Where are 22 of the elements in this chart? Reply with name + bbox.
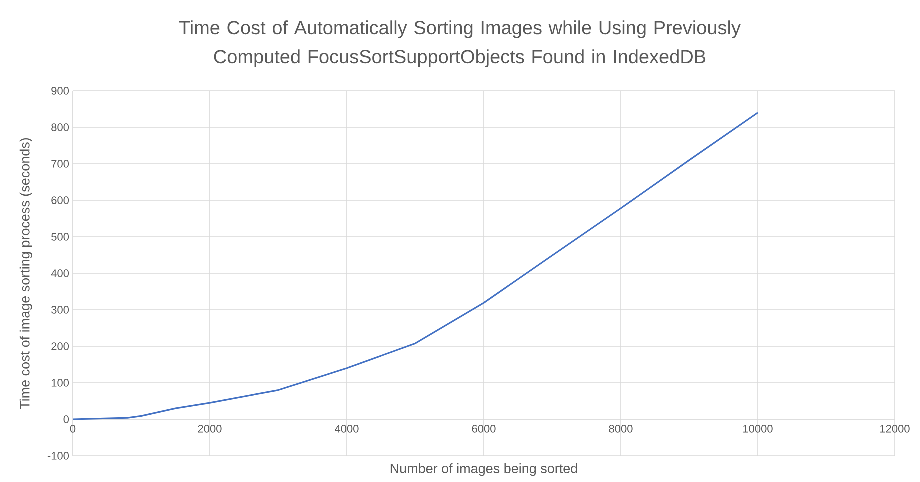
y-tick-label: 400 xyxy=(51,270,70,278)
y-tick-label: 100 xyxy=(52,379,70,387)
x-tick-label: 0 xyxy=(70,425,76,433)
y-tick-label: 0 xyxy=(64,416,70,424)
x-tick-label: 12000 xyxy=(880,425,910,433)
y-tick-label: 600 xyxy=(52,196,70,204)
y-tick-label: 300 xyxy=(52,306,70,314)
y-axis-title: Time cost of image sorting process (seconds) xyxy=(20,138,32,410)
y-tick-label: 900 xyxy=(52,87,70,95)
y-tick-label: 200 xyxy=(52,342,70,350)
x-tick-label: 2000 xyxy=(198,425,222,433)
x-tick-label: 8000 xyxy=(609,425,633,433)
x-axis-title: Number of images being sorted xyxy=(390,464,578,476)
y-tick-label: 700 xyxy=(52,160,70,168)
x-tick-label: 4000 xyxy=(335,425,359,433)
x-tick-label: 6000 xyxy=(472,425,496,433)
chart-title: Time Cost of Automatically Sorting Images while Using Previously Computed FocusSortSupportObjects Found in IndexedDB xyxy=(179,20,741,68)
y-tick-label: 500 xyxy=(52,233,70,241)
x-tick-label: 10000 xyxy=(744,425,773,433)
line-series xyxy=(73,112,759,420)
y-tick-label: -100 xyxy=(48,452,70,460)
y-tick-label: 800 xyxy=(52,124,70,132)
